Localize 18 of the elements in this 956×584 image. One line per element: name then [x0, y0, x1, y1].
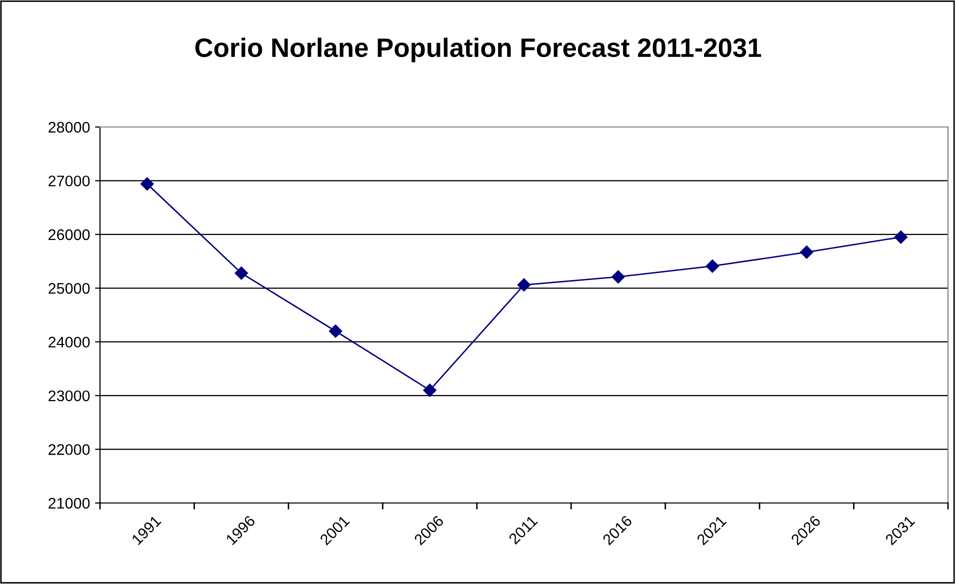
y-tick-label: 26000 [48, 229, 90, 240]
point [328, 324, 342, 338]
point [894, 230, 908, 244]
y-tick-label: 27000 [48, 176, 90, 186]
point [140, 177, 154, 191]
point [800, 246, 814, 259]
y-tick-label: 22000 [48, 444, 90, 455]
point [423, 384, 436, 397]
y-tick-label: 23000 [48, 390, 90, 402]
y-tick-label: 28000 [48, 122, 90, 133]
y-tick-label: 21000 [48, 498, 90, 509]
y-tick-label: 24000 [48, 336, 90, 348]
point [706, 260, 720, 273]
point [234, 266, 248, 280]
point [612, 270, 625, 284]
point [517, 278, 531, 292]
y-tick-label: 25000 [48, 283, 90, 294]
chart-title: Corio Norlane Population Forecast 2011-2031 [195, 38, 762, 62]
